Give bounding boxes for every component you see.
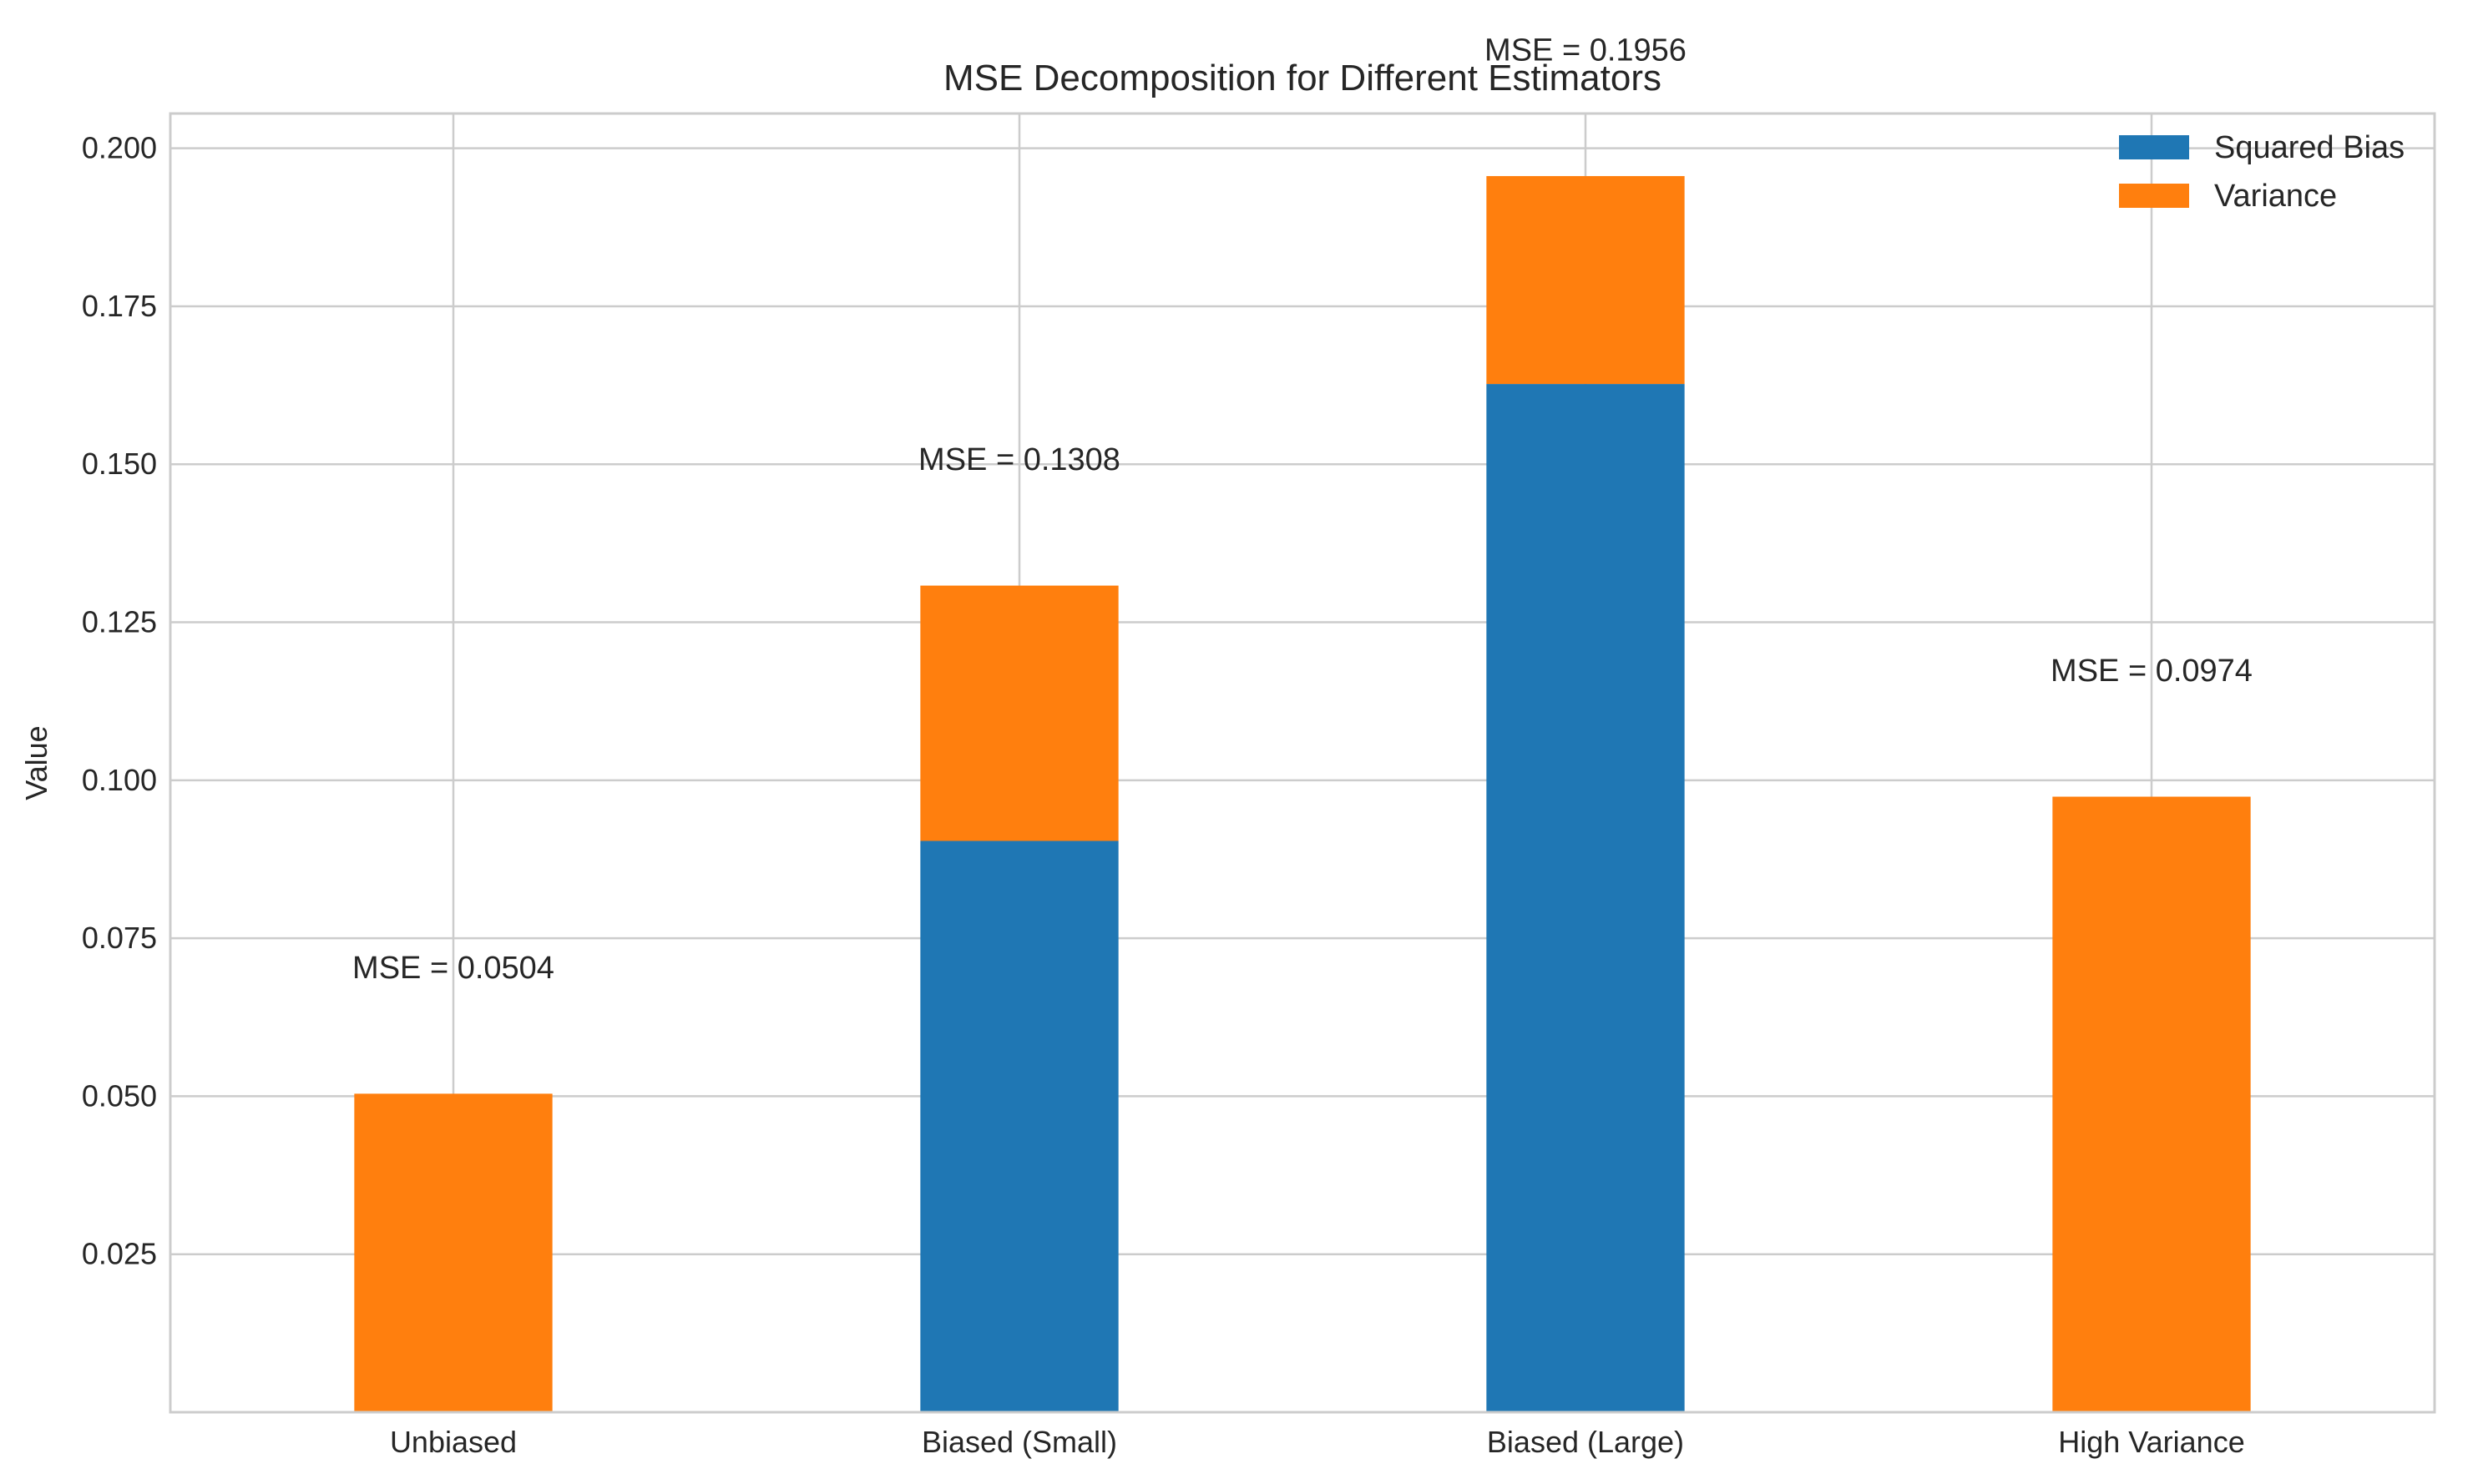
y-tick-label: 0.200 <box>82 131 157 165</box>
bar-variance <box>1486 175 1685 385</box>
bar-variance <box>920 585 1119 841</box>
x-tick-label: Biased (Small) <box>922 1425 1117 1459</box>
x-tick-label: Unbiased <box>390 1425 517 1459</box>
y-tick-label: 0.175 <box>82 289 157 323</box>
legend-label: Variance <box>2214 179 2337 214</box>
bar-squared-bias <box>920 840 1119 1412</box>
x-tick-label: High Variance <box>2058 1425 2244 1459</box>
y-tick-label: 0.125 <box>82 605 157 639</box>
plot-frame <box>169 112 2436 1414</box>
chart-title: MSE Decomposition for Different Estimato… <box>943 58 1661 98</box>
mse-annotation: MSE = 0.0504 <box>352 951 554 986</box>
mse-annotation: MSE = 0.1308 <box>918 442 1120 477</box>
y-tick-label: 0.075 <box>82 921 157 955</box>
bar-variance <box>354 1093 553 1412</box>
tick-labels: 0.025 0.050 0.075 0.100 0.125 0.150 0.175 0.200… <box>82 131 2245 1459</box>
y-axis-label: Value <box>19 725 53 800</box>
x-tick-label: Biased (Large) <box>1487 1425 1684 1459</box>
y-tick-label: 0.100 <box>82 763 157 797</box>
legend-label: Squared Bias <box>2214 130 2405 165</box>
y-tick-label: 0.025 <box>82 1237 157 1271</box>
y-tick-label: 0.050 <box>82 1078 157 1113</box>
legend-swatch <box>2119 135 2189 159</box>
mse-annotation: MSE = 0.0974 <box>2051 654 2253 689</box>
mse-annotation: MSE = 0.1956 <box>1484 33 1687 68</box>
legend-swatch <box>2119 184 2189 208</box>
bar-squared-bias <box>1486 384 1685 1412</box>
y-tick-label: 0.150 <box>82 447 157 481</box>
bar-variance <box>2052 796 2251 1412</box>
bars <box>354 175 2251 1412</box>
legend: Squared Bias Variance <box>2119 130 2405 214</box>
